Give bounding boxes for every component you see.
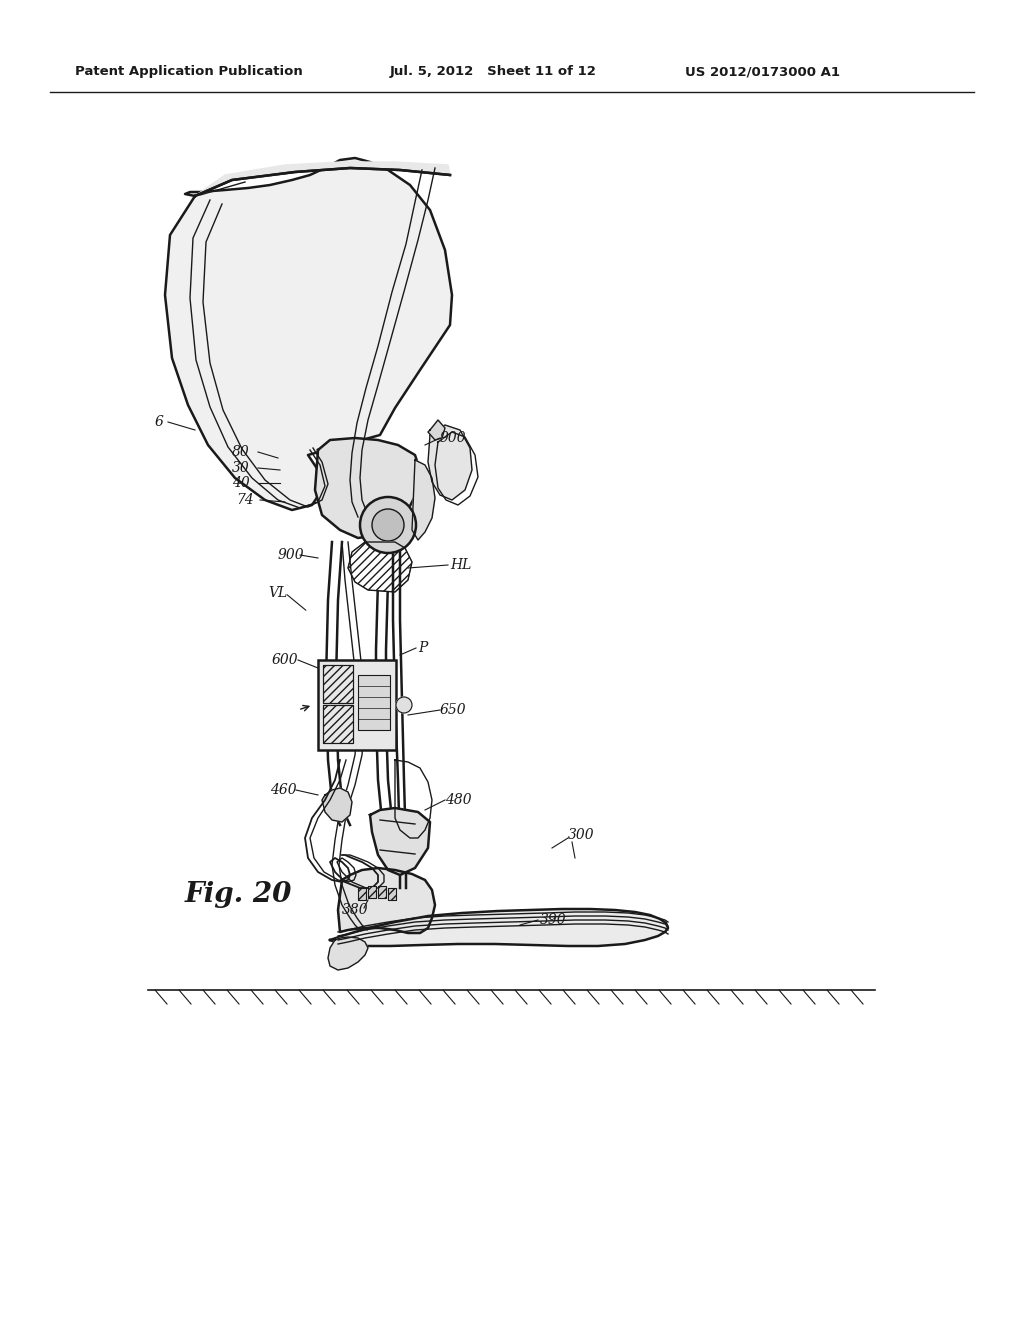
Polygon shape — [412, 459, 435, 540]
Bar — [318, 660, 396, 750]
Polygon shape — [338, 869, 435, 933]
Text: P: P — [418, 642, 427, 655]
Bar — [323, 665, 353, 704]
Bar — [358, 888, 366, 900]
Text: 380: 380 — [342, 903, 369, 917]
Text: 390: 390 — [540, 913, 566, 927]
Text: Patent Application Publication: Patent Application Publication — [75, 66, 303, 78]
Text: 460: 460 — [270, 783, 297, 797]
Bar — [358, 888, 366, 900]
Text: Fig. 20: Fig. 20 — [185, 882, 293, 908]
Bar — [368, 886, 376, 898]
Text: 30: 30 — [232, 461, 250, 475]
Bar — [388, 888, 396, 900]
Circle shape — [360, 498, 416, 553]
Circle shape — [372, 510, 404, 541]
Polygon shape — [348, 543, 412, 591]
Text: 600: 600 — [272, 653, 299, 667]
Text: 6: 6 — [155, 414, 164, 429]
Text: 480: 480 — [445, 793, 472, 807]
Text: VL: VL — [268, 586, 288, 601]
Polygon shape — [315, 438, 420, 539]
Bar — [388, 888, 396, 900]
Text: 300: 300 — [568, 828, 595, 842]
Bar — [378, 886, 386, 898]
Bar — [323, 665, 353, 704]
Text: HL: HL — [450, 558, 471, 572]
Text: 74: 74 — [236, 492, 254, 507]
Polygon shape — [428, 425, 472, 500]
Bar — [378, 886, 386, 898]
Text: 900: 900 — [278, 548, 304, 562]
Text: 40: 40 — [232, 477, 250, 490]
Text: Jul. 5, 2012   Sheet 11 of 12: Jul. 5, 2012 Sheet 11 of 12 — [390, 66, 597, 78]
Polygon shape — [165, 158, 452, 510]
Polygon shape — [370, 808, 430, 875]
Text: 650: 650 — [440, 704, 467, 717]
Text: 80: 80 — [232, 445, 250, 459]
Text: 900: 900 — [440, 432, 467, 445]
Polygon shape — [322, 788, 352, 822]
Polygon shape — [330, 909, 668, 946]
Polygon shape — [428, 420, 445, 440]
Bar — [368, 886, 376, 898]
Bar — [323, 705, 353, 743]
Text: US 2012/0173000 A1: US 2012/0173000 A1 — [685, 66, 840, 78]
Polygon shape — [195, 162, 450, 195]
Bar — [323, 705, 353, 743]
Circle shape — [396, 697, 412, 713]
Bar — [358, 675, 390, 730]
Polygon shape — [328, 937, 368, 970]
